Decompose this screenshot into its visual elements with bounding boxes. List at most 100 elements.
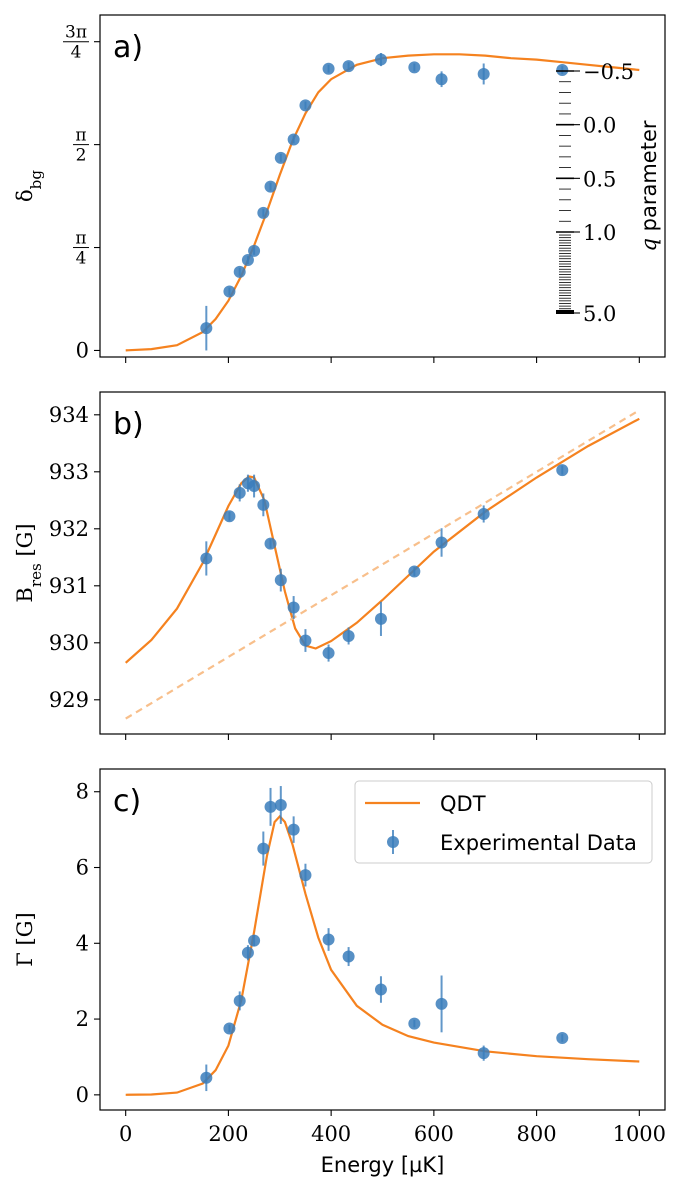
svg-text:934: 934 (49, 403, 89, 427)
data-point (242, 947, 254, 959)
axes-frame (100, 392, 665, 734)
data-point (288, 133, 300, 145)
svg-text:6: 6 (76, 856, 89, 880)
y-tick-label: 0 (76, 338, 89, 362)
data-point (223, 285, 235, 297)
svg-text:3π: 3π (65, 23, 87, 43)
y-axis-label: Γ [G] (13, 912, 37, 966)
data-point (323, 63, 335, 75)
svg-text:8: 8 (76, 780, 89, 804)
data-point (436, 73, 448, 85)
data-point (234, 266, 246, 278)
data-point (223, 1023, 235, 1035)
data-point (248, 935, 260, 947)
data-point (436, 998, 448, 1010)
x-tick-label: 0 (119, 1122, 132, 1146)
data-point (556, 64, 568, 76)
panel-label: c) (113, 784, 141, 819)
svg-text:4: 4 (71, 43, 82, 63)
data-point (556, 464, 568, 476)
data-point (200, 1072, 212, 1084)
colorbar-label: q parameter (637, 120, 661, 251)
x-axis-label: Energy [µK] (321, 1153, 445, 1177)
legend: QDT Experimental Data (355, 781, 652, 863)
y-tick-label: 931 (49, 574, 89, 598)
x-tick-label: 600 (414, 1122, 454, 1146)
data-point (478, 1047, 490, 1059)
y-tick-label: π2 (73, 126, 89, 166)
data-point (375, 54, 387, 66)
x-tick-label: 800 (517, 1122, 557, 1146)
svg-text:932: 932 (49, 517, 89, 541)
svg-text:0: 0 (76, 1083, 89, 1107)
y-tick-label: π4 (73, 229, 89, 269)
data-point (265, 181, 277, 193)
data-point (265, 538, 277, 550)
y-tick-label: 930 (49, 631, 89, 655)
data-point (478, 508, 490, 520)
x-tick-label: 200 (208, 1122, 248, 1146)
y-axis-label: δbg (13, 170, 45, 202)
colorbar: −0.5 0.0 0.5 1.0 5.0 q parameter (556, 60, 661, 326)
axes-frame (100, 15, 665, 357)
data-point (234, 995, 246, 1007)
legend-label: Experimental Data (440, 831, 637, 855)
svg-text:4: 4 (76, 931, 89, 955)
data-point (478, 68, 490, 80)
data-point (299, 99, 311, 111)
panel-label: b) (113, 407, 144, 442)
y-tick-label: 934 (49, 403, 89, 427)
svg-text:933: 933 (49, 460, 89, 484)
colorbar-tick-label: 1.0 (583, 221, 616, 245)
data-point (343, 630, 355, 642)
legend-label: QDT (440, 792, 486, 816)
y-tick-label: 929 (49, 688, 89, 712)
data-point (275, 799, 287, 811)
data-point (343, 60, 355, 72)
y-tick-label: 6 (76, 856, 89, 880)
data-point (299, 635, 311, 647)
data-point (257, 207, 269, 219)
data-point (257, 843, 269, 855)
y-tick-label: 933 (49, 460, 89, 484)
y-tick-label: 0 (76, 1083, 89, 1107)
svg-text:2: 2 (76, 146, 87, 166)
svg-text:π: π (75, 229, 86, 249)
y-axis-label: Bres [G] (13, 523, 45, 602)
svg-text:929: 929 (49, 688, 89, 712)
y-tick-label: 3π4 (63, 23, 89, 63)
svg-text:931: 931 (49, 574, 89, 598)
y-tick-label: 932 (49, 517, 89, 541)
x-tick-label: 400 (311, 1122, 351, 1146)
data-point (248, 480, 260, 492)
panel-label: a) (113, 30, 143, 65)
data-point (556, 1032, 568, 1044)
y-tick-label: 8 (76, 780, 89, 804)
legend-marker-swatch (387, 836, 399, 848)
svg-text:4: 4 (76, 249, 87, 269)
data-point (200, 552, 212, 564)
data-point (275, 574, 287, 586)
colorbar-tick-label: −0.5 (583, 60, 634, 84)
y-tick-label: 2 (76, 1007, 89, 1031)
y-tick-label: 4 (76, 931, 89, 955)
data-point (288, 824, 300, 836)
data-point (408, 1018, 420, 1030)
x-tick-label: 1000 (613, 1122, 666, 1146)
data-point (436, 536, 448, 548)
data-point (375, 984, 387, 996)
colorbar-tick-label: 5.0 (583, 302, 616, 326)
data-point (299, 869, 311, 881)
data-point (200, 322, 212, 334)
data-point (343, 951, 355, 963)
data-point (275, 152, 287, 164)
panel-b: 929 930 931 932 933 934 Bres [G] b) (13, 392, 665, 740)
data-point (375, 613, 387, 625)
data-point (223, 510, 235, 522)
panel-c: 0 200 400 600 800 1000 0 2 4 6 8 Γ [G] c) QDT Experime… (13, 769, 666, 1146)
plot-area (126, 410, 640, 718)
colorbar-tick-label: 0.5 (583, 167, 616, 191)
data-point (288, 601, 300, 613)
